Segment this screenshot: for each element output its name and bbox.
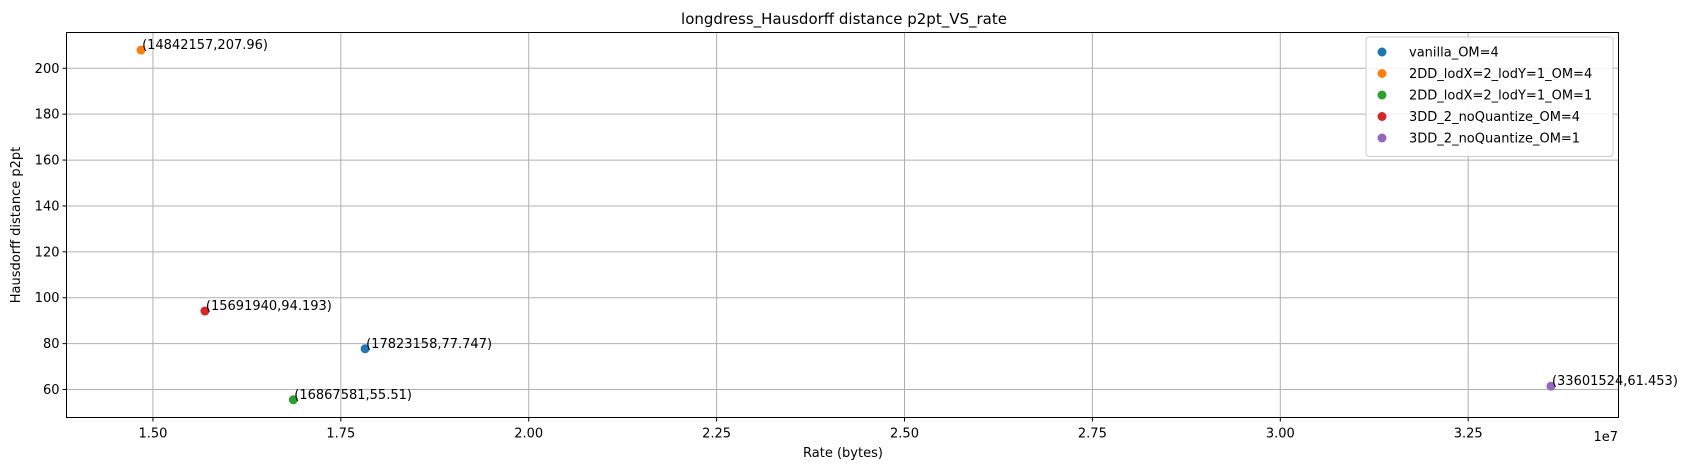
chart-title: longdress_Hausdorff distance p2pt_VS_rat… [681,10,1007,29]
y-tick-label: 60 [43,383,60,398]
x-tick-label: 1.75 [326,427,355,442]
legend-marker [1377,69,1387,78]
x-axis-offset-label: 1e7 [1593,430,1618,445]
data-label: (33601524,61.453) [1552,374,1678,389]
legend-marker [1377,90,1387,100]
x-tick-label: 2.00 [514,427,543,442]
legend-entry: 2DD_lodX=2_lodY=1_OM=4 [1409,67,1592,82]
y-tick-label: 200 [35,62,60,77]
x-tick-label: 3.00 [1266,427,1295,442]
data-label: (14842157,207.96) [142,38,268,53]
x-tick-label: 1.50 [138,427,167,442]
data-point [1546,381,1556,391]
y-tick-label: 160 [35,154,60,169]
x-tick-label: 2.25 [702,427,731,442]
legend-marker [1377,133,1387,143]
legend-marker [1377,47,1387,57]
x-axis-label: Rate (bytes) [803,446,883,461]
legend: vanilla_OM=4 2DD_lodX=2_lodY=1_OM=4 2DD_lo… [1365,36,1614,157]
plot-frame [66,32,1619,418]
legend-entry: 2DD_lodX=2_lodY=1_OM=1 [1409,89,1592,104]
legend-entry: 3DD_2_noQuantize_OM=4 [1409,110,1580,125]
y-axis-label: Hausdorff distance p2pt [9,147,24,303]
y-tick-label: 120 [35,245,60,260]
data-points: (17823158,77.747) (14842157,207.96) (16867… [136,38,1678,405]
y-tick-label: 140 [35,199,60,214]
y-tick-label: 80 [43,337,60,352]
legend-box [1365,36,1614,157]
axis-ticks: 1.50 1.75 2.00 2.25 2.50 2.75 3.00 3.25 60 80 100 1… [35,62,1483,442]
legend-entry: vanilla_OM=4 [1409,46,1499,61]
data-label: (16867581,55.51) [294,388,412,403]
data-label: (15691940,94.193) [206,299,332,314]
x-tick-label: 2.50 [890,427,919,442]
data-label: (17823158,77.747) [366,337,492,352]
legend-entry: 3DD_2_noQuantize_OM=1 [1409,132,1580,147]
grid-lines [66,32,1619,418]
x-tick-label: 2.75 [1078,427,1107,442]
x-tick-label: 3.25 [1454,427,1483,442]
y-tick-label: 180 [35,108,60,123]
y-tick-label: 100 [35,291,60,306]
data-point [288,395,298,405]
data-point [360,344,370,354]
data-point [136,45,146,55]
legend-marker [1377,112,1387,121]
data-point [200,306,210,316]
